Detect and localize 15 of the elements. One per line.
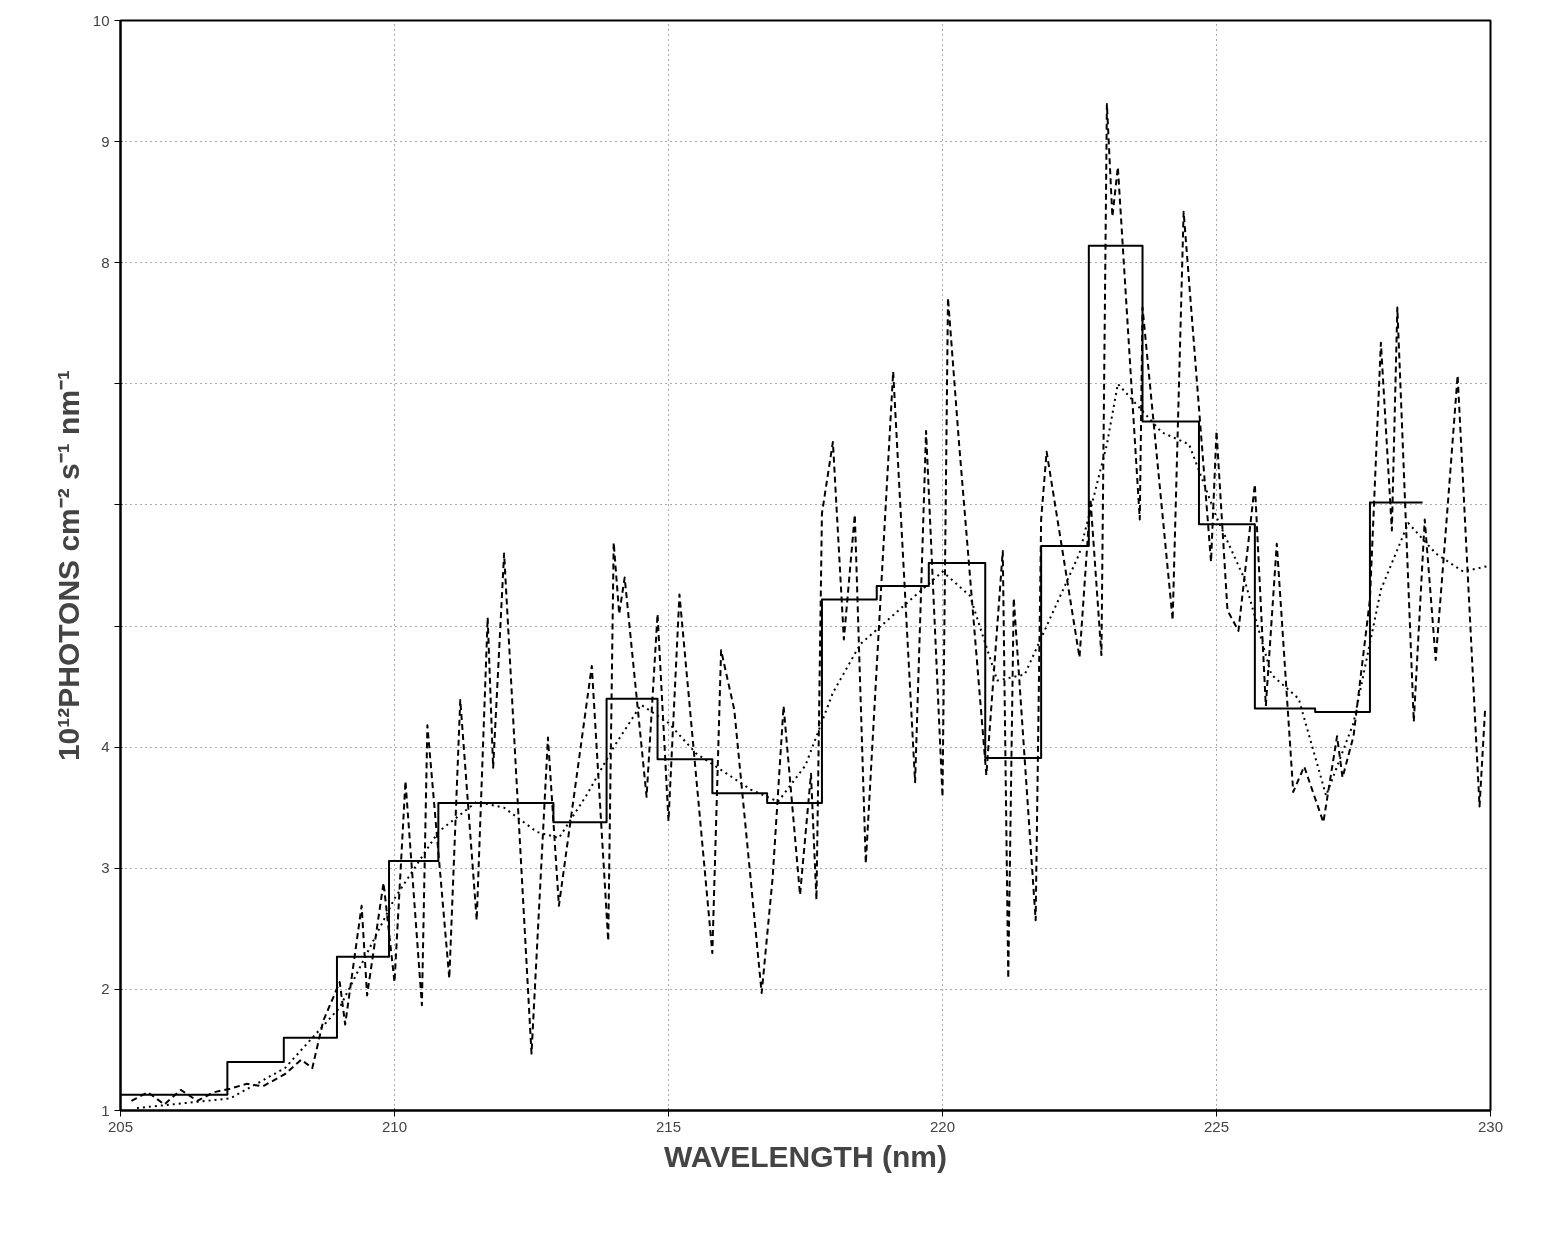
x-tick-label: 220 [929, 1117, 956, 1135]
x-tick-label: 215 [655, 1117, 682, 1135]
y-tick-label: 3 [101, 859, 110, 877]
y-tick-label: 8 [101, 253, 110, 271]
x-tick-label: 210 [381, 1117, 408, 1135]
y-tick-label: 9 [101, 132, 110, 150]
y-tick-label: 4 [101, 738, 110, 756]
y-tick-label: 10 [92, 11, 110, 29]
y-axis-title: 10¹²PHOTONS cm⁻² s⁻¹ nm⁻¹ [51, 369, 85, 762]
y-tick-label: 1 [101, 1101, 110, 1119]
x-tick-label: 225 [1203, 1117, 1230, 1135]
x-tick-label: 205 [107, 1117, 134, 1135]
x-tick-label: 230 [1477, 1117, 1504, 1135]
x-axis-title: WAVELENGTH (nm) [664, 1139, 947, 1173]
y-tick-label: 2 [101, 980, 110, 998]
